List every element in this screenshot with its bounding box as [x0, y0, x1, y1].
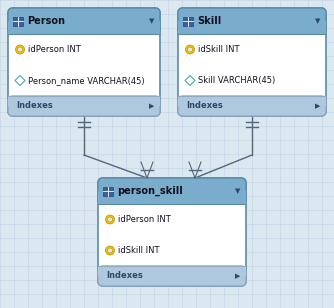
- Text: ▼: ▼: [315, 18, 321, 24]
- Circle shape: [106, 246, 115, 255]
- FancyBboxPatch shape: [8, 96, 160, 116]
- Text: person_skill: person_skill: [117, 186, 183, 196]
- Text: ▼: ▼: [149, 18, 155, 24]
- FancyBboxPatch shape: [8, 8, 160, 116]
- Circle shape: [15, 45, 24, 54]
- Circle shape: [17, 47, 22, 52]
- Text: idSkill INT: idSkill INT: [118, 246, 160, 255]
- Bar: [178, 21, 326, 34]
- Circle shape: [106, 215, 115, 224]
- FancyBboxPatch shape: [178, 8, 326, 34]
- Text: ▶: ▶: [149, 103, 155, 109]
- FancyBboxPatch shape: [178, 8, 326, 116]
- Text: ▶: ▶: [235, 273, 241, 279]
- Bar: [8, 21, 160, 34]
- Bar: [8, 96, 160, 106]
- Text: idSkill INT: idSkill INT: [198, 45, 239, 54]
- Text: Person_name VARCHAR(45): Person_name VARCHAR(45): [28, 76, 145, 85]
- Text: Indexes: Indexes: [186, 102, 223, 111]
- Text: ▼: ▼: [235, 188, 241, 194]
- Circle shape: [108, 248, 113, 253]
- Circle shape: [187, 47, 192, 52]
- Text: Skill VARCHAR(45): Skill VARCHAR(45): [198, 76, 275, 85]
- FancyBboxPatch shape: [178, 96, 326, 116]
- Circle shape: [108, 217, 113, 222]
- Bar: [98, 266, 246, 276]
- Polygon shape: [15, 75, 25, 86]
- Text: Indexes: Indexes: [106, 271, 143, 281]
- FancyBboxPatch shape: [8, 8, 160, 34]
- FancyBboxPatch shape: [98, 178, 246, 286]
- Text: Indexes: Indexes: [16, 102, 53, 111]
- Text: Person: Person: [27, 16, 65, 26]
- Bar: [103, 187, 113, 196]
- FancyBboxPatch shape: [98, 266, 246, 286]
- Text: Skill: Skill: [197, 16, 221, 26]
- Text: idPerson INT: idPerson INT: [28, 45, 81, 54]
- Text: idPerson INT: idPerson INT: [118, 215, 171, 224]
- Polygon shape: [185, 75, 195, 86]
- Bar: [178, 96, 326, 106]
- Circle shape: [185, 45, 194, 54]
- Bar: [98, 191, 246, 204]
- Bar: [183, 17, 193, 26]
- Bar: [13, 17, 23, 26]
- Text: ▶: ▶: [315, 103, 321, 109]
- FancyBboxPatch shape: [98, 178, 246, 204]
